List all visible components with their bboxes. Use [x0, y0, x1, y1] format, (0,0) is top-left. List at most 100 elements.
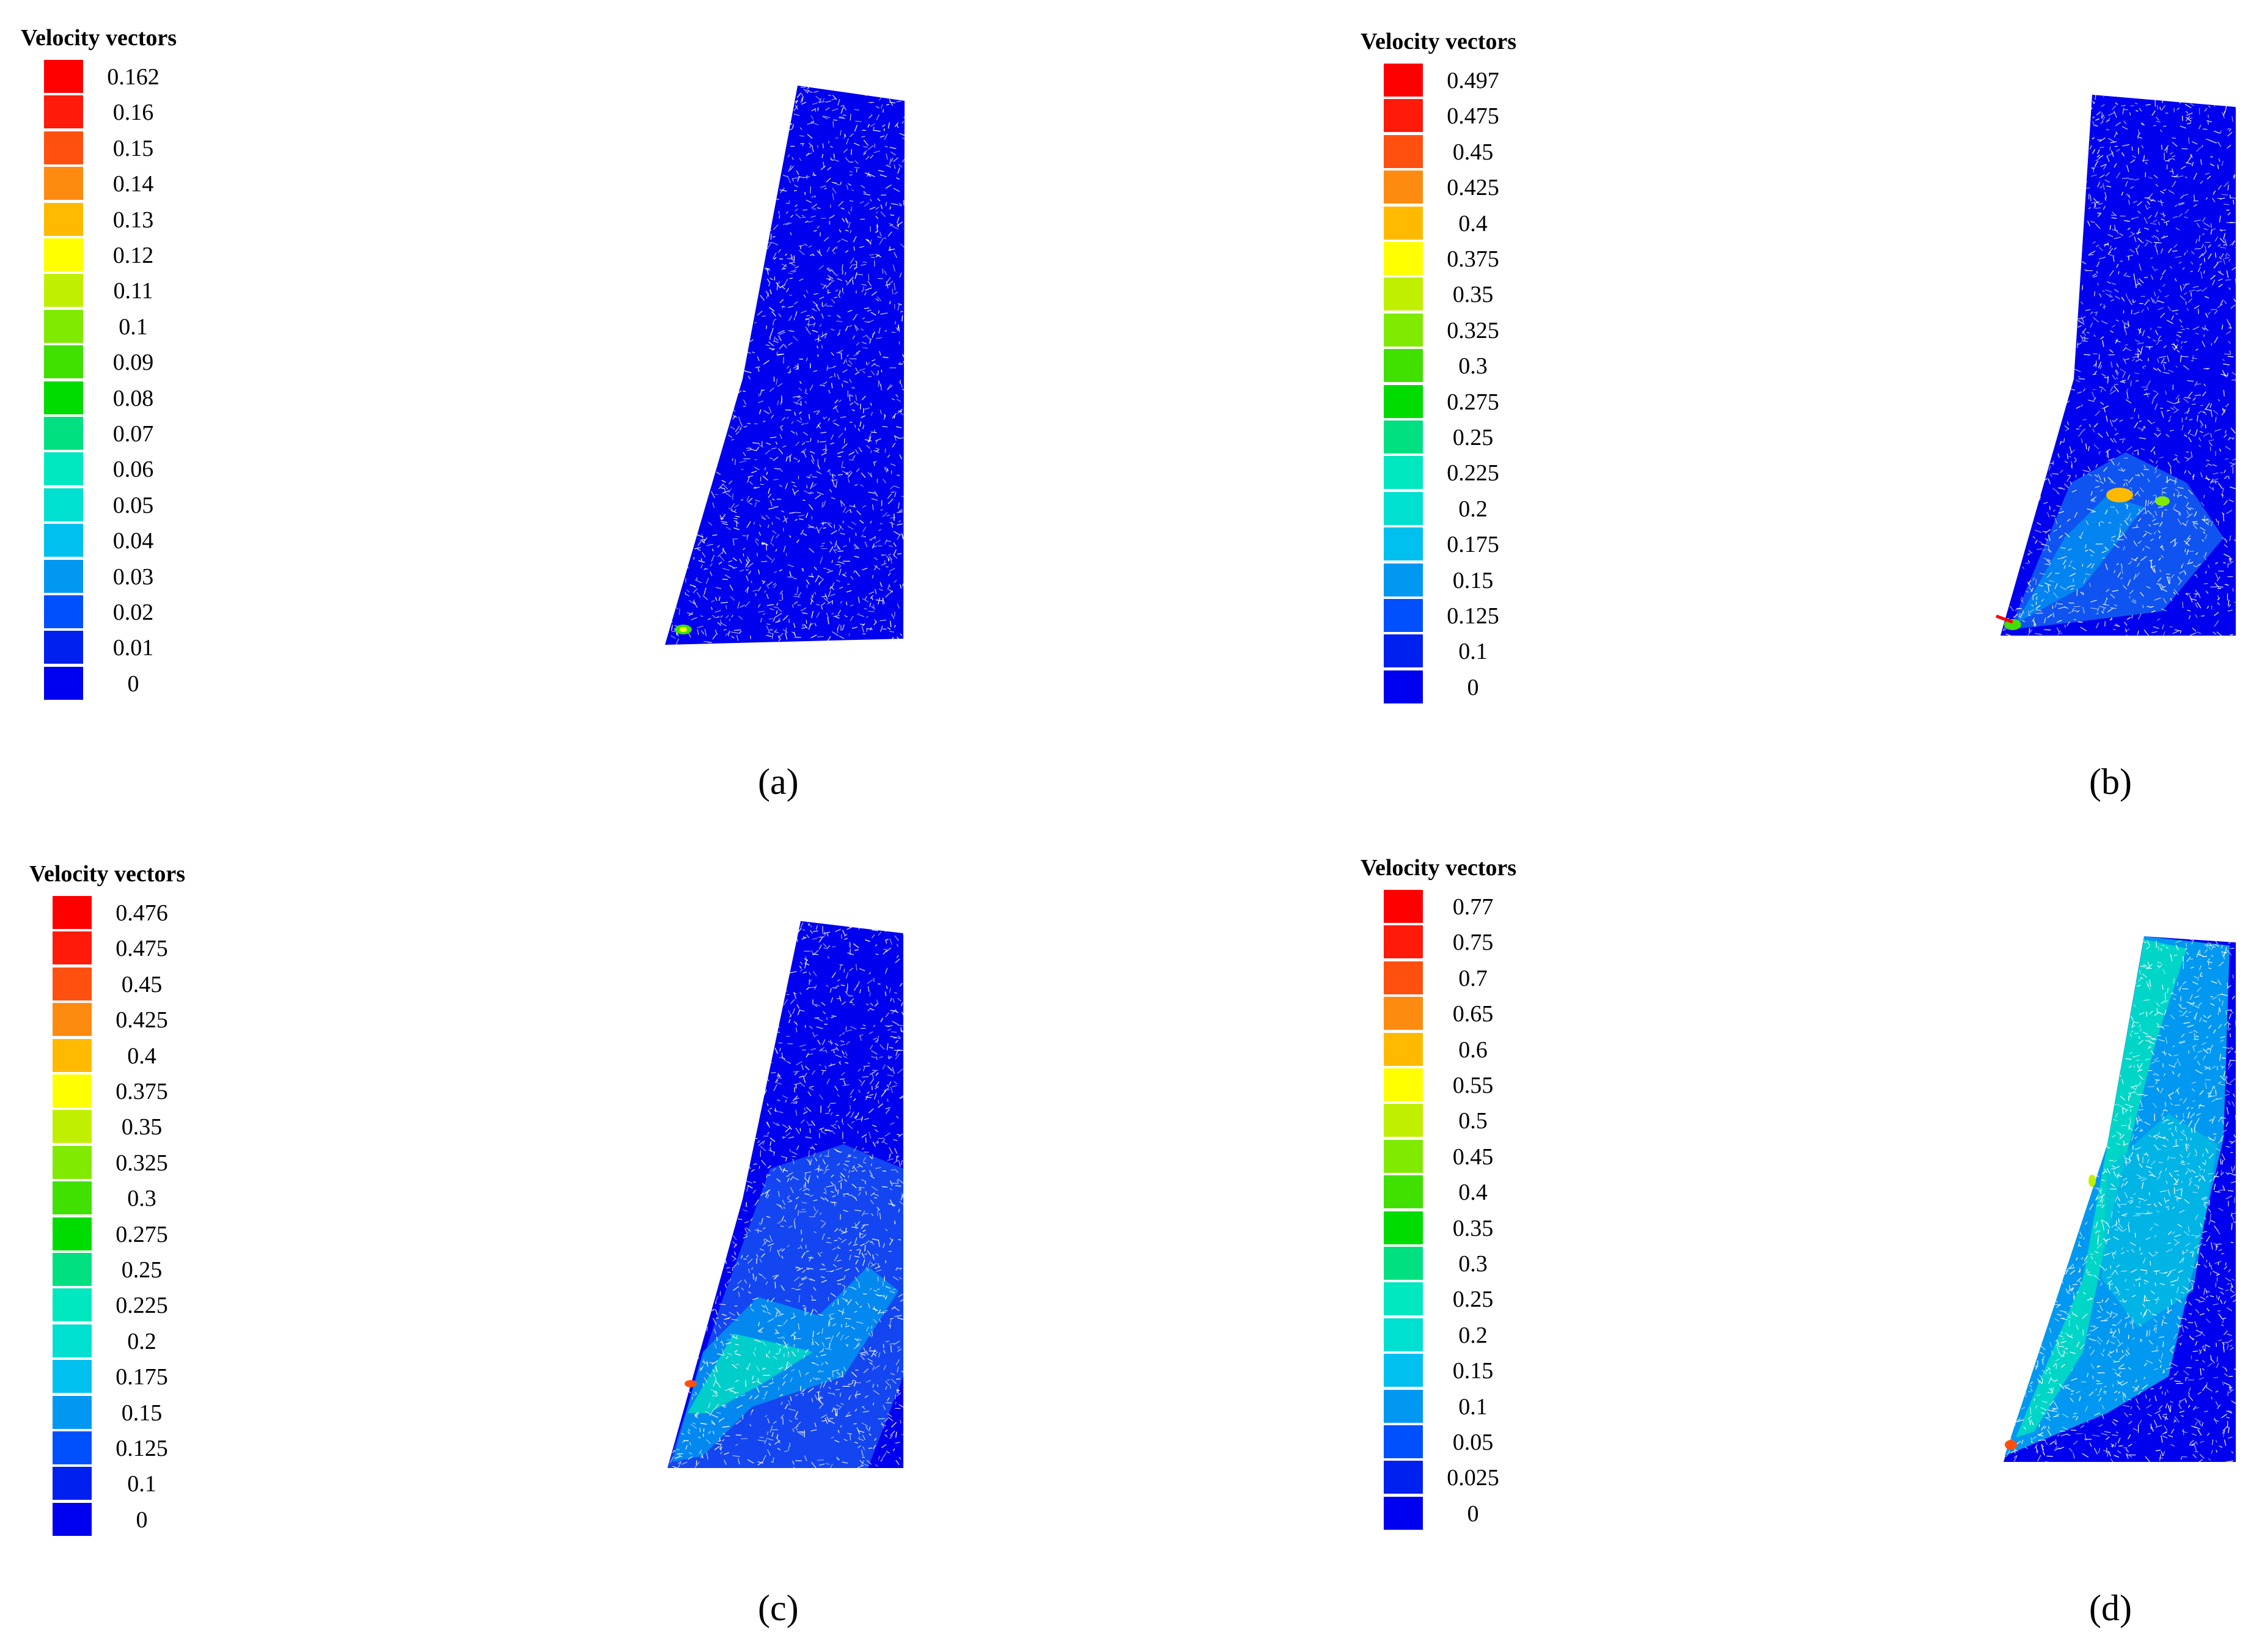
legend-title: Velocity vectors	[1361, 29, 1516, 54]
legend-value: 0.35	[1452, 282, 1494, 308]
legend-swatch	[53, 1360, 92, 1393]
legend-value: 0.175	[116, 1364, 168, 1390]
legend-swatch	[1384, 890, 1423, 923]
legend-value: 0.12	[112, 243, 154, 268]
legend-swatch	[44, 595, 83, 628]
legend-value: 0.45	[121, 971, 163, 997]
legend-swatch	[53, 896, 92, 929]
legend-value: 0.1	[1458, 639, 1488, 665]
legend-swatch	[53, 1074, 92, 1107]
face-hotspot	[2088, 1175, 2096, 1187]
legend-swatch	[44, 131, 83, 164]
legend-swatch	[1384, 456, 1423, 490]
legend-value: 0.2	[1458, 496, 1488, 522]
legend-value: 0.375	[116, 1079, 168, 1104]
legend-swatch	[1384, 634, 1423, 668]
legend-swatch	[1384, 206, 1423, 240]
legend-swatch	[44, 488, 83, 521]
legend-value: 0.325	[116, 1150, 168, 1176]
velocity-field-plot	[665, 85, 909, 645]
legend-value: 0.125	[116, 1436, 168, 1461]
legend-title: Velocity vectors	[21, 25, 177, 51]
legend-swatch	[53, 1395, 92, 1429]
mid-hotspot-2	[2155, 496, 2170, 506]
panel-c: Velocity vectors 0.476 0.475 0.45 0.425 0.4 0…	[0, 826, 1130, 1652]
panel-a: Velocity vectors 0.162 0.16 0.15 0.14 0.13 0.…	[0, 0, 1130, 826]
legend-value: 0.325	[1447, 317, 1499, 343]
legend-swatch	[53, 1217, 92, 1250]
legend-value: 0.1	[1458, 1393, 1488, 1420]
legend-value: 0.15	[1452, 1358, 1494, 1384]
legend-swatch	[1384, 925, 1423, 959]
panel-b: Velocity vectors 0.497 0.475 0.45 0.425 0.4 0…	[1130, 0, 2259, 826]
legend-swatch	[44, 60, 83, 93]
legend-value: 0.425	[116, 1007, 168, 1033]
legend-swatch	[53, 1502, 92, 1536]
legend-value: 0.275	[116, 1221, 168, 1247]
legend-swatch	[44, 524, 83, 557]
legend-swatch	[1384, 563, 1423, 597]
legend-value: 0.25	[1452, 425, 1494, 450]
legend-value: 0.275	[1447, 389, 1499, 415]
legend-title: Velocity vectors	[29, 861, 185, 887]
velocity-field-plot	[2004, 936, 2241, 1464]
legend-value: 0.02	[112, 600, 154, 625]
legend-swatch	[53, 1431, 92, 1464]
toe-red-mark	[1996, 614, 2013, 624]
legend-swatch	[44, 666, 83, 700]
legend-value: 0.6	[1458, 1037, 1488, 1063]
legend-value: 0.1	[127, 1471, 156, 1497]
legend-value: 0.3	[127, 1186, 156, 1212]
legend-swatch	[1384, 599, 1423, 632]
legend-value: 0.75	[1452, 930, 1494, 956]
vector-arrows	[2002, 94, 2241, 641]
legend-swatch	[1384, 1139, 1423, 1173]
legend-swatch	[1384, 1425, 1423, 1458]
legend-swatch	[53, 1110, 92, 1144]
legend-swatch	[44, 452, 83, 486]
legend-value: 0.45	[1452, 1144, 1494, 1170]
legend-value: 0	[136, 1507, 148, 1533]
legend-swatch	[1384, 349, 1423, 383]
legend-swatch	[1384, 1354, 1423, 1387]
vector-arrows	[2005, 938, 2241, 1464]
legend-value: 0.14	[112, 171, 154, 197]
legend-value: 0.7	[1458, 965, 1488, 991]
legend-swatch	[1384, 1068, 1423, 1101]
legend-title: Velocity vectors	[1361, 855, 1516, 881]
panel-caption: (d)	[2089, 1588, 2132, 1628]
legend-value: 0.09	[112, 350, 154, 376]
legend-swatch	[44, 345, 83, 379]
legend-value: 0.04	[112, 528, 154, 554]
legend-value: 0.375	[1447, 246, 1499, 272]
legend-swatch	[1384, 242, 1423, 275]
legend-value: 0.5	[1458, 1108, 1488, 1134]
legend-value: 0.2	[127, 1328, 156, 1354]
legend-value: 0	[127, 670, 139, 697]
legend-value: 0.25	[1452, 1287, 1494, 1313]
mid-hotspot	[2106, 488, 2133, 502]
legend-value: 0.162	[107, 64, 160, 90]
legend-value: 0.475	[1447, 103, 1499, 130]
legend-swatch	[53, 931, 92, 965]
moving-zone-inner	[2016, 495, 2144, 623]
legend-value: 0.35	[1452, 1215, 1494, 1241]
legend-swatch	[1384, 1211, 1423, 1244]
legend-swatch	[44, 238, 83, 271]
vector-arrows	[666, 85, 909, 645]
legend-swatch	[44, 631, 83, 664]
legend-value: 0.25	[121, 1257, 163, 1283]
legend-value: 0.01	[112, 635, 154, 661]
legend-value: 0.175	[1447, 532, 1499, 558]
legend-swatch	[1384, 1247, 1423, 1280]
legend-swatch	[1384, 961, 1423, 994]
legend-value: 0.1	[119, 314, 148, 340]
moving-zone-mid	[2101, 1114, 2217, 1327]
legend-value: 0.03	[112, 564, 154, 590]
legend-swatch	[44, 167, 83, 200]
velocity-field-plot	[667, 920, 908, 1473]
legend-swatch	[1384, 1032, 1423, 1066]
legend-swatch	[53, 1324, 92, 1357]
legend-swatch	[1384, 1282, 1423, 1316]
legend-swatch	[1384, 670, 1423, 703]
